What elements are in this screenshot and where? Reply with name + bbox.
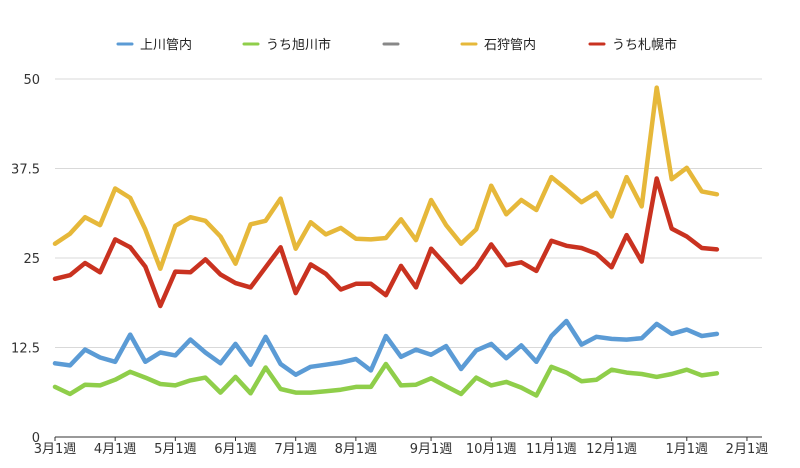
x-tick-label: 2月1週 (726, 442, 769, 457)
x-tick-label: 10月1週 (466, 442, 517, 457)
x-axis: 3月1週 4月1週 5月1週 6月1週 7月1週 8月1週 9月1週 10月1週 11月1週 12… (34, 437, 769, 457)
gridlines (55, 78, 762, 438)
series-line-1 (52, 361, 720, 398)
y-axis: 0 12.5 25 37.5 50 (11, 73, 40, 446)
legend-item: 石狩管内 (460, 37, 536, 53)
x-tick-label: 11月1週 (526, 442, 577, 457)
legend: 上川管内 うち旭川市 石狩管内 うち札幌市 (116, 37, 677, 53)
plot-area (52, 85, 720, 398)
y-tick-label: 37.5 (11, 163, 40, 178)
legend-label: 上川管内 (140, 37, 192, 53)
x-tick-label: 3月1週 (34, 442, 77, 457)
x-tick-label: 8月1週 (335, 442, 378, 457)
legend-label: うち札幌市 (612, 37, 677, 53)
y-tick-label: 50 (23, 73, 40, 88)
x-tick-label: 6月1週 (214, 442, 257, 457)
x-tick-label: 12月1週 (586, 442, 637, 457)
series-line-0 (52, 318, 720, 377)
y-tick-label: 12.5 (11, 342, 40, 357)
series-line-3 (52, 85, 720, 271)
legend-item: うち旭川市 (242, 37, 331, 53)
x-tick-label: 4月1週 (94, 442, 137, 457)
legend-label: 石狩管内 (484, 37, 536, 53)
x-tick-label: 1月1週 (666, 442, 709, 457)
legend-label: うち旭川市 (266, 37, 331, 53)
x-tick-label: 5月1週 (154, 442, 197, 457)
y-tick-label: 25 (23, 252, 40, 267)
x-tick-label: 7月1週 (274, 442, 317, 457)
series-line-4 (52, 176, 720, 309)
legend-item: うち札幌市 (588, 37, 677, 53)
legend-item: 上川管内 (116, 37, 192, 53)
x-tick-label: 9月1週 (410, 442, 453, 457)
y-tick-label: 0 (32, 431, 40, 446)
